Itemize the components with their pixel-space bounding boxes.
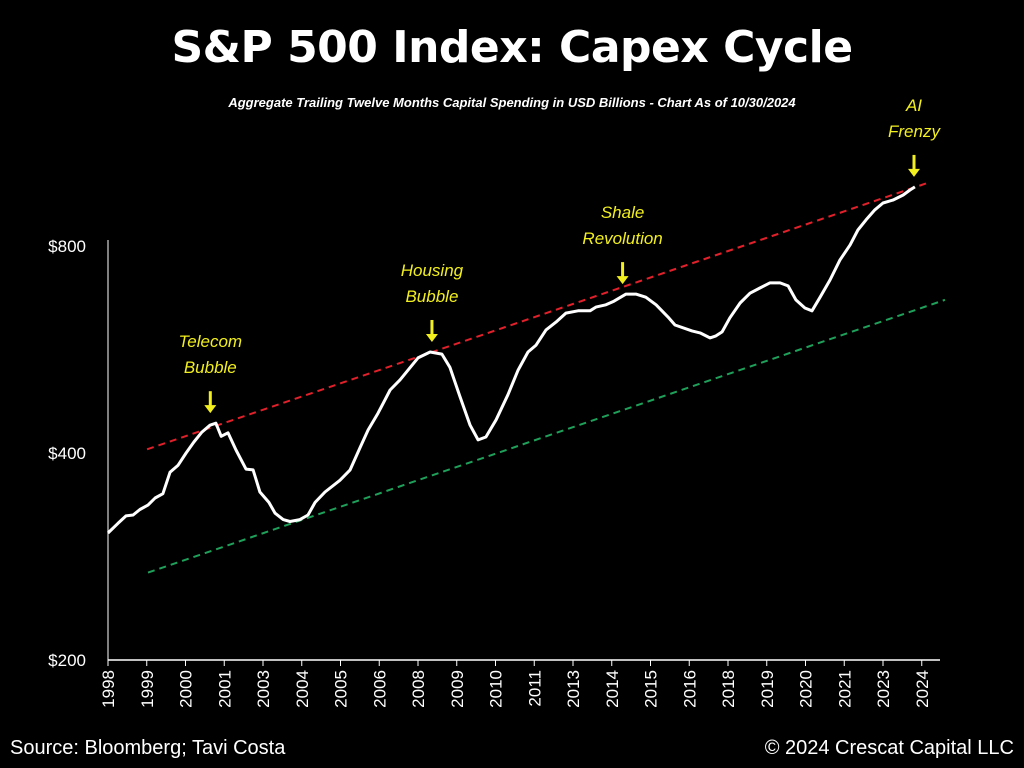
x-tick-label: 2013	[564, 670, 583, 708]
x-tick-label: 2008	[409, 670, 428, 708]
chart-subtitle: Aggregate Trailing Twelve Months Capital…	[228, 95, 796, 110]
x-tick-label: 2004	[293, 670, 312, 708]
x-tick-label: 1998	[99, 670, 118, 708]
annotation-shale-revolution: Shale Revolution	[582, 203, 663, 285]
x-tick-label: 2024	[913, 670, 932, 708]
page-title: S&P 500 Index: Capex Cycle	[171, 22, 853, 73]
x-tick-label: 2014	[603, 670, 622, 708]
x-tick-label: 2015	[642, 670, 661, 708]
annotation-label: AI	[905, 96, 922, 115]
x-tick-label: 2021	[835, 670, 854, 708]
annotation-ai-frenzy: AI Frenzy	[888, 96, 941, 177]
x-tick-label: 2006	[370, 670, 389, 708]
annotation-label: Telecom	[178, 332, 242, 351]
arrowhead-icon	[425, 333, 438, 342]
annotation-housing-bubble: Housing Bubble	[401, 261, 464, 342]
annotation-label: Shale	[601, 203, 644, 222]
annotation-label: Bubble	[405, 287, 458, 306]
arrowhead-icon	[908, 168, 920, 177]
annotation-label: Revolution	[582, 229, 662, 248]
annotation-label: Housing	[401, 261, 464, 280]
x-tick-label: 2016	[680, 670, 699, 708]
x-tick-label: 2010	[487, 670, 506, 708]
x-tick-label: 2019	[758, 670, 777, 708]
x-tick-label: 2020	[797, 670, 816, 708]
x-tick-label: 2000	[177, 670, 196, 708]
trendline-upper	[146, 181, 931, 451]
x-tick-label: 1999	[138, 670, 157, 708]
x-tick-label: 2023	[874, 670, 893, 708]
annotation-label: Frenzy	[888, 122, 941, 141]
x-tick-label: 2003	[254, 670, 273, 708]
trendline-lower	[147, 298, 946, 574]
x-tick-label: 2018	[719, 670, 738, 708]
annotation-telecom-bubble: Telecom Bubble	[178, 332, 242, 414]
y-tick-label: $400	[48, 444, 86, 463]
copyright-note: © 2024 Crescat Capital LLC	[764, 737, 1014, 759]
x-tick-label: 2011	[525, 670, 544, 707]
y-tick-label: $800	[48, 237, 86, 256]
y-tick-label: $200	[48, 651, 86, 670]
x-tick-label: 2005	[332, 670, 351, 708]
x-tick-label: 2009	[448, 670, 467, 708]
arrowhead-icon	[616, 276, 629, 285]
arrowhead-icon	[204, 405, 217, 414]
annotation-label: Bubble	[184, 358, 237, 377]
x-tick-label: 2001	[215, 670, 234, 708]
source-note: Source: Bloomberg; Tavi Costa	[10, 737, 286, 759]
